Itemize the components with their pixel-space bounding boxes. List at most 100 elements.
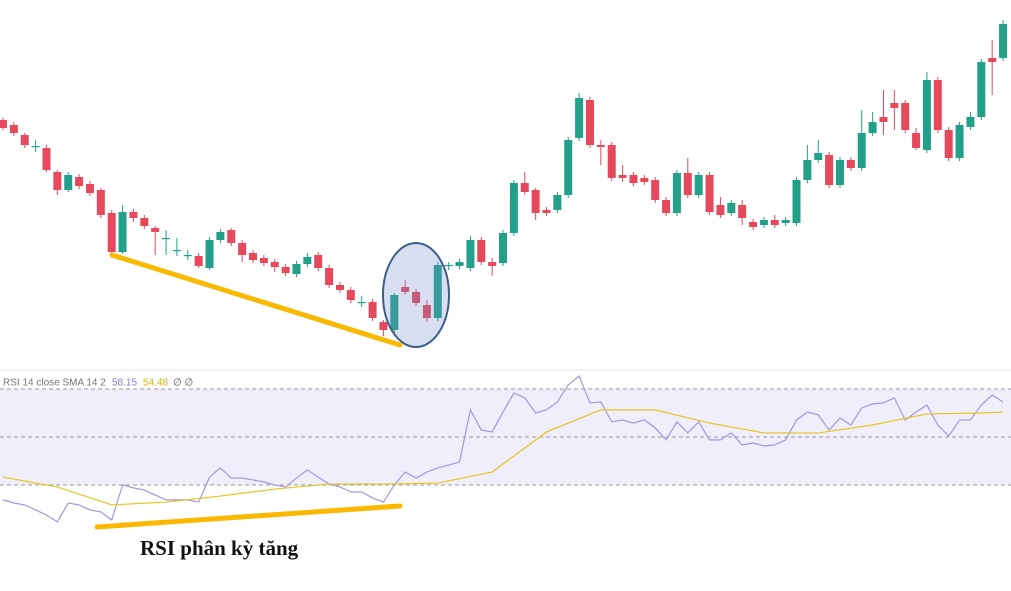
candle-body xyxy=(216,232,225,240)
candle-body xyxy=(749,222,758,227)
candle-body xyxy=(890,103,899,108)
candle-body xyxy=(314,255,323,268)
candle-body xyxy=(662,200,671,213)
candle-body xyxy=(912,133,921,148)
candle-body xyxy=(390,295,399,330)
candle-body xyxy=(727,203,736,213)
candle-body xyxy=(759,220,768,225)
candle-body xyxy=(520,183,529,192)
candle-body xyxy=(227,230,236,243)
candle-body xyxy=(585,100,594,145)
candle-body xyxy=(531,190,540,213)
candle-body xyxy=(933,80,942,130)
candle-body xyxy=(303,257,312,264)
candle-body xyxy=(444,265,453,267)
candle-body xyxy=(433,265,442,318)
candle-body xyxy=(205,240,214,268)
rsi-value: 58.15 xyxy=(112,378,137,389)
sma-value: 54.48 xyxy=(143,378,168,389)
candle-body xyxy=(977,62,986,117)
candle-body xyxy=(357,302,366,304)
candle-body xyxy=(825,155,834,185)
rsi-trendline xyxy=(94,503,403,530)
candle-body xyxy=(999,24,1008,58)
candle-body xyxy=(575,98,584,138)
candle-body xyxy=(694,175,703,195)
candle-body xyxy=(814,153,823,160)
rsi-line xyxy=(2,375,1004,523)
candle-body xyxy=(379,322,388,330)
candle-body xyxy=(879,117,888,122)
candle-body xyxy=(792,180,801,223)
sma-line xyxy=(2,409,1004,506)
candle-body xyxy=(901,103,910,130)
candle-body xyxy=(118,212,127,252)
candle-body xyxy=(672,173,681,213)
candle-body xyxy=(412,292,421,303)
candle-body xyxy=(0,120,7,128)
candle-body xyxy=(466,240,475,268)
candle-body xyxy=(20,135,29,145)
candle-body xyxy=(335,285,344,290)
candle-body xyxy=(596,145,605,147)
candle-body xyxy=(509,183,518,233)
candle-body xyxy=(172,250,181,252)
candle-body xyxy=(846,160,855,168)
candle-body xyxy=(346,290,355,300)
candle-body xyxy=(564,140,573,195)
candle-body xyxy=(42,148,51,170)
candle-body xyxy=(542,210,551,213)
candle-body xyxy=(868,122,877,133)
candle-body xyxy=(75,177,84,186)
candle-body xyxy=(151,228,160,232)
candle-body xyxy=(488,262,497,266)
candle-body xyxy=(292,264,301,274)
candle-body xyxy=(738,205,747,218)
annotation: RSI phân kỳ tăng xyxy=(140,536,299,560)
candle-body xyxy=(640,178,649,182)
candle-body xyxy=(107,213,116,252)
candle-body xyxy=(194,256,203,266)
candle-body xyxy=(955,125,964,158)
candle-body xyxy=(781,220,790,223)
highlight-ellipse xyxy=(382,242,450,348)
candle-body xyxy=(618,175,627,178)
candle-body xyxy=(683,173,692,195)
candle-body xyxy=(53,172,62,190)
candle-body xyxy=(368,302,377,318)
candle-body xyxy=(281,267,290,273)
candle-body xyxy=(270,262,279,267)
candle-body xyxy=(129,212,138,218)
candle-body xyxy=(31,146,40,148)
candle-body xyxy=(401,287,410,292)
candle-body xyxy=(803,160,812,180)
candle-body xyxy=(162,238,171,240)
candle-body xyxy=(85,184,94,193)
price-pane xyxy=(0,20,1008,336)
candle-body xyxy=(835,160,844,185)
candle-body xyxy=(988,58,997,62)
candle-body xyxy=(770,220,779,225)
candle-body xyxy=(183,255,192,257)
candle-body xyxy=(96,190,105,215)
rsi-pane xyxy=(0,375,1011,523)
empty-values: ∅ ∅ xyxy=(173,378,193,389)
candle-body xyxy=(477,240,486,262)
candle-body xyxy=(422,305,431,318)
indicator-title: RSI 14 close SMA 14 2 xyxy=(3,378,106,389)
candle-body xyxy=(857,133,866,168)
candle-body xyxy=(64,175,73,190)
candle-body xyxy=(238,243,247,255)
candle-body xyxy=(651,180,660,200)
candle-body xyxy=(922,80,931,150)
price-trendline xyxy=(109,252,403,348)
candle-body xyxy=(553,195,562,210)
candle-body xyxy=(249,253,258,260)
candle-body xyxy=(325,268,334,285)
candle-body xyxy=(455,262,464,266)
candle-body xyxy=(629,175,638,183)
candle-body xyxy=(944,130,953,158)
candle-body xyxy=(607,145,616,178)
candle-body xyxy=(499,233,508,263)
